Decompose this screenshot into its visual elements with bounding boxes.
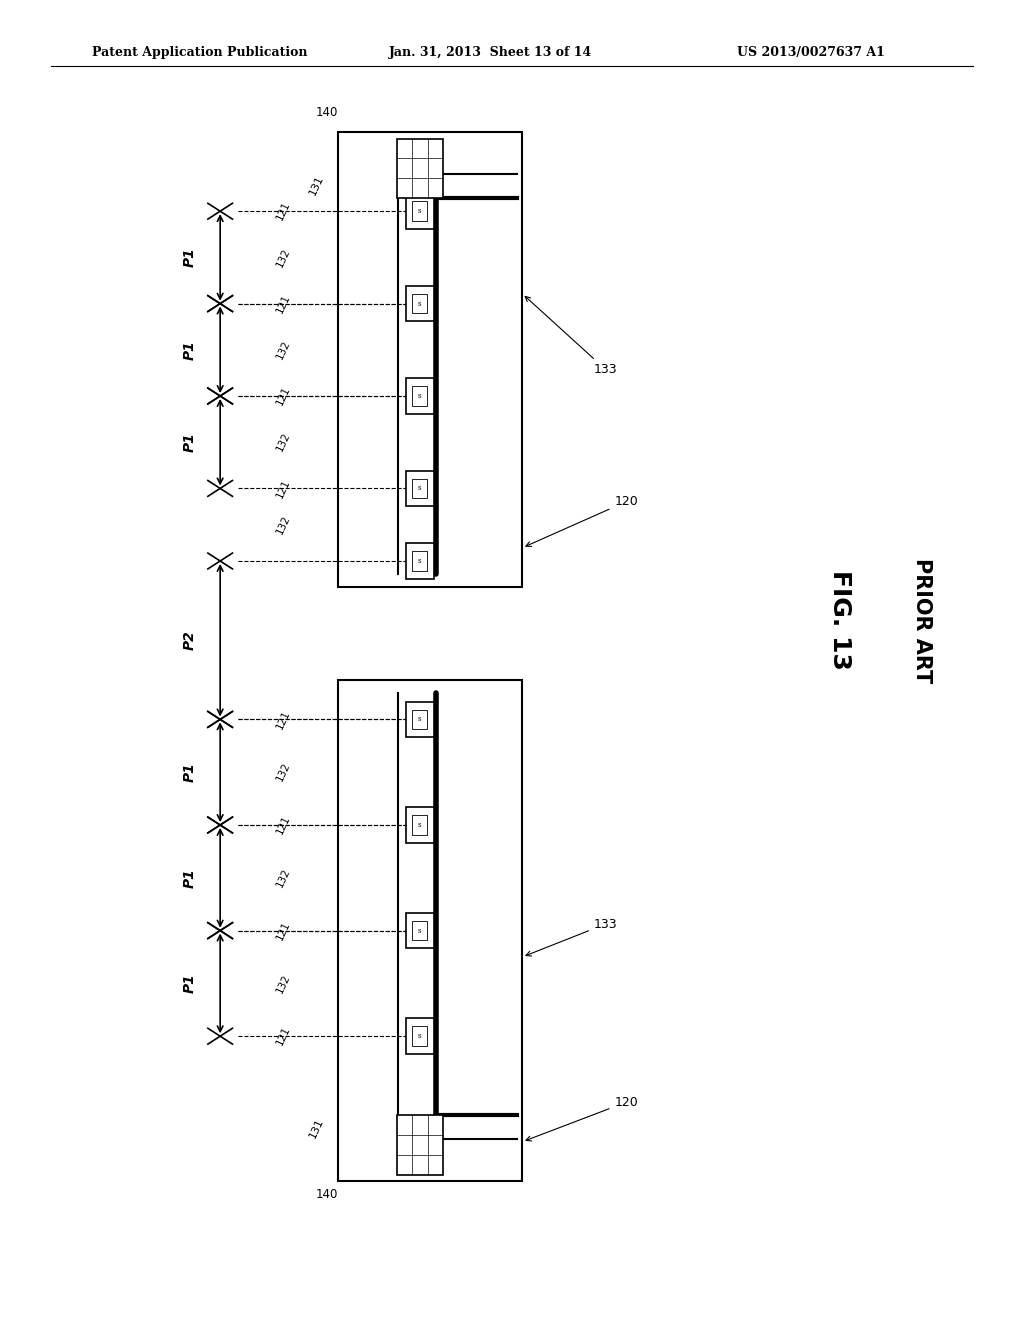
Text: s: s [418,1032,422,1040]
Text: 121: 121 [274,920,292,941]
Text: 140: 140 [315,106,338,119]
Bar [406,913,434,948]
Bar [396,139,442,198]
Text: Patent Application Publication: Patent Application Publication [92,46,307,59]
Text: 132: 132 [274,339,292,360]
Bar [413,202,427,220]
Text: s: s [418,484,422,492]
Text: 121: 121 [274,478,292,499]
Bar [413,552,427,570]
Text: 133: 133 [526,917,617,956]
Text: US 2013/0027637 A1: US 2013/0027637 A1 [737,46,885,59]
Bar [406,470,434,506]
Text: s: s [418,300,422,308]
Text: P1: P1 [182,869,197,887]
Text: s: s [418,392,422,400]
Text: 132: 132 [274,867,292,888]
Text: 121: 121 [274,709,292,730]
Text: 132: 132 [274,973,292,994]
Text: 131: 131 [307,173,326,197]
Text: 121: 121 [274,1026,292,1047]
Text: P1: P1 [182,433,197,451]
Text: 132: 132 [274,762,292,783]
Bar [406,286,434,321]
Text: Jan. 31, 2013  Sheet 13 of 14: Jan. 31, 2013 Sheet 13 of 14 [389,46,592,59]
Bar [413,710,427,729]
Bar [406,702,434,737]
Text: 140: 140 [315,1188,338,1201]
Text: 121: 121 [274,385,292,407]
Bar [396,1115,442,1175]
Bar [413,921,427,940]
Text: P1: P1 [182,763,197,781]
Text: P2: P2 [182,631,197,649]
Text: s: s [418,927,422,935]
Text: P1: P1 [182,248,197,267]
Bar [406,193,434,230]
Bar [406,1019,434,1053]
Bar [413,816,427,834]
Text: PRIOR ART: PRIOR ART [911,558,932,682]
Text: s: s [418,557,422,565]
Bar [406,544,434,578]
Text: 120: 120 [526,1096,638,1140]
Text: 121: 121 [274,293,292,314]
Text: FIG. 13: FIG. 13 [827,570,852,671]
Text: s: s [418,821,422,829]
Text: 121: 121 [274,201,292,222]
Bar [406,807,434,843]
Text: P1: P1 [182,341,197,359]
Bar [406,379,434,414]
Text: 132: 132 [274,513,292,536]
Bar [413,479,427,498]
Bar [413,1027,427,1045]
Text: 121: 121 [274,814,292,836]
Text: 120: 120 [526,495,638,546]
Text: 133: 133 [525,297,617,376]
Text: 131: 131 [307,1117,326,1140]
Bar [413,294,427,313]
Text: s: s [418,715,422,723]
Text: 132: 132 [274,432,292,453]
Bar [338,680,522,1181]
Text: 132: 132 [274,247,292,268]
Text: P1: P1 [182,974,197,993]
Bar [413,387,427,405]
Bar [338,132,522,587]
Text: s: s [418,207,422,215]
